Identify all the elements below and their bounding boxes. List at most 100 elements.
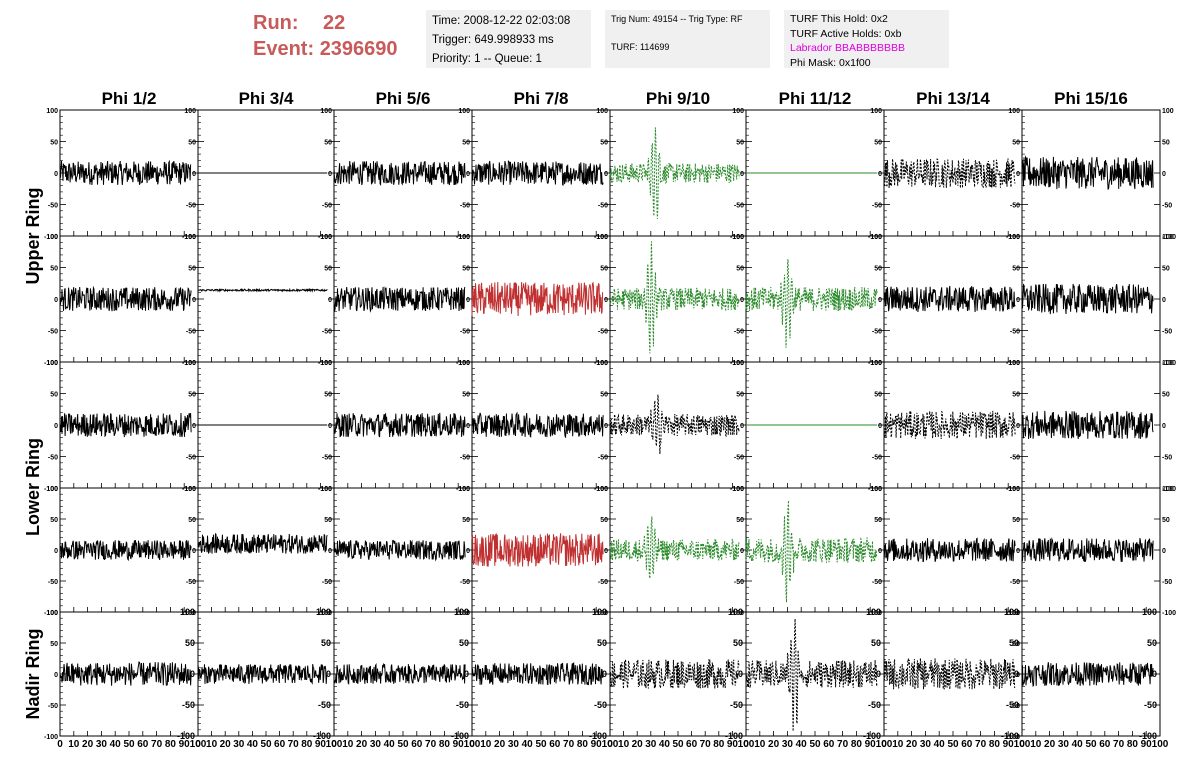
y-tick-label: 50 (459, 638, 469, 648)
y-tick-label: 100 (1004, 607, 1019, 617)
y-tick-label: -50 (460, 455, 470, 462)
y-tick-label: -50 (186, 579, 196, 586)
x-tick-label: 30 (508, 739, 520, 750)
x-tick-label: 70 (151, 739, 163, 750)
y-tick-label: -100 (868, 360, 882, 367)
waveform-trace (59, 661, 192, 686)
y-tick-label: 50 (600, 517, 608, 524)
panel-frame (197, 235, 335, 363)
y-tick-label: 50 (1012, 140, 1020, 147)
y-tick-label: -100 (177, 731, 195, 741)
x-tick-label: 30 (920, 739, 932, 750)
y-tick-label: 0 (878, 297, 882, 304)
waveform-trace (745, 618, 878, 732)
y-tick-label: 50 (1162, 266, 1170, 273)
y-tick-label: 0 (54, 423, 58, 430)
y-tick-label: 50 (188, 140, 196, 147)
x-tick-label: 100 (738, 739, 755, 750)
y-tick-label: -100 (318, 610, 332, 617)
waveform-trace (197, 287, 328, 293)
waveform-trace (883, 657, 1016, 690)
x-tick-label: 60 (1099, 739, 1111, 750)
y-tick-label: 0 (1016, 171, 1020, 178)
y-tick-label: -50 (48, 703, 58, 710)
y-tick-label: -100 (318, 360, 332, 367)
y-tick-label: 50 (188, 266, 196, 273)
waveform-trace (333, 161, 466, 187)
waveform-trace (1021, 662, 1154, 688)
x-tick-label: 40 (659, 739, 671, 750)
y-tick-label: 100 (596, 360, 608, 367)
y-tick-label: -100 (1006, 486, 1020, 493)
turf-hold-text: TURF This Hold: 0x2 (790, 13, 888, 25)
y-tick-label: -100 (868, 486, 882, 493)
y-tick-label: -50 (1006, 700, 1019, 710)
y-tick-label: -50 (48, 203, 58, 210)
waveform-trace (883, 285, 1016, 313)
y-tick-label: 100 (732, 108, 744, 115)
y-tick-label: -50 (730, 700, 743, 710)
y-tick-label: -50 (460, 579, 470, 586)
y-tick-label: 0 (740, 548, 744, 555)
y-tick-label: -50 (734, 579, 744, 586)
y-tick-label: -100 (456, 360, 470, 367)
y-tick-label: -100 (456, 610, 470, 617)
column-header: Phi 7/8 (514, 89, 569, 108)
y-tick-label: -50 (186, 455, 196, 462)
y-tick-label: 50 (736, 392, 744, 399)
x-tick-label: 60 (549, 739, 561, 750)
x-tick-label: 30 (233, 739, 245, 750)
x-tick-label: 70 (837, 739, 849, 750)
x-tick-label: 40 (1072, 739, 1084, 750)
run-label: Run: (253, 12, 299, 34)
y-tick-label: 50 (874, 392, 882, 399)
y-tick-label: -100 (730, 234, 744, 241)
y-tick-label: 100 (866, 607, 881, 617)
y-tick-label: 100 (320, 486, 332, 493)
y-tick-label: -50 (1162, 455, 1172, 462)
y-tick-label: -50 (734, 329, 744, 336)
y-tick-label: 50 (736, 517, 744, 524)
y-tick-label: -50 (598, 579, 608, 586)
x-tick-label: 90 (591, 739, 603, 750)
y-tick-label: 50 (324, 517, 332, 524)
y-tick-label: 0 (738, 669, 743, 679)
y-tick-label: 50 (1162, 392, 1170, 399)
x-tick-label: 0 (331, 739, 337, 750)
y-tick-label: 0 (54, 548, 58, 555)
x-tick-label: 90 (179, 739, 191, 750)
x-tick-label: 30 (96, 739, 108, 750)
y-tick-label: 50 (1162, 517, 1170, 524)
waveform-trace (471, 160, 604, 186)
y-tick-label: 50 (600, 392, 608, 399)
y-tick-label: -100 (594, 360, 608, 367)
y-tick-label: -50 (1162, 579, 1172, 586)
y-tick-label: 0 (878, 548, 882, 555)
y-tick-label: 100 (46, 360, 58, 367)
y-tick-label: 100 (592, 607, 607, 617)
x-tick-label: 70 (425, 739, 437, 750)
x-tick-label: 0 (743, 739, 749, 750)
y-tick-label: -100 (730, 360, 744, 367)
y-tick-label: -50 (594, 700, 607, 710)
y-tick-label: 0 (604, 297, 608, 304)
x-tick-label: 80 (165, 739, 177, 750)
x-tick-label: 40 (522, 739, 534, 750)
x-tick-label: 10 (754, 739, 766, 750)
waveform-trace (197, 532, 328, 555)
y-tick-label: 0 (54, 672, 58, 679)
time-info-box: Time: 2008-12-22 02:03:08 Trigger: 649.9… (426, 10, 591, 68)
y-tick-label: 0 (466, 548, 470, 555)
event-line: Event: 2396690 (253, 36, 398, 62)
y-tick-label: 50 (1009, 638, 1019, 648)
x-tick-label: 50 (397, 739, 409, 750)
waveform-trace (1021, 537, 1154, 562)
y-tick-label: 100 (184, 486, 196, 493)
y-tick-label: -100 (594, 486, 608, 493)
waveform-trace (609, 241, 740, 354)
y-tick-label: -100 (730, 486, 744, 493)
x-tick-label: 100 (190, 739, 207, 750)
y-tick-label: -100 (1162, 360, 1176, 367)
y-tick-label: -100 (863, 731, 881, 741)
